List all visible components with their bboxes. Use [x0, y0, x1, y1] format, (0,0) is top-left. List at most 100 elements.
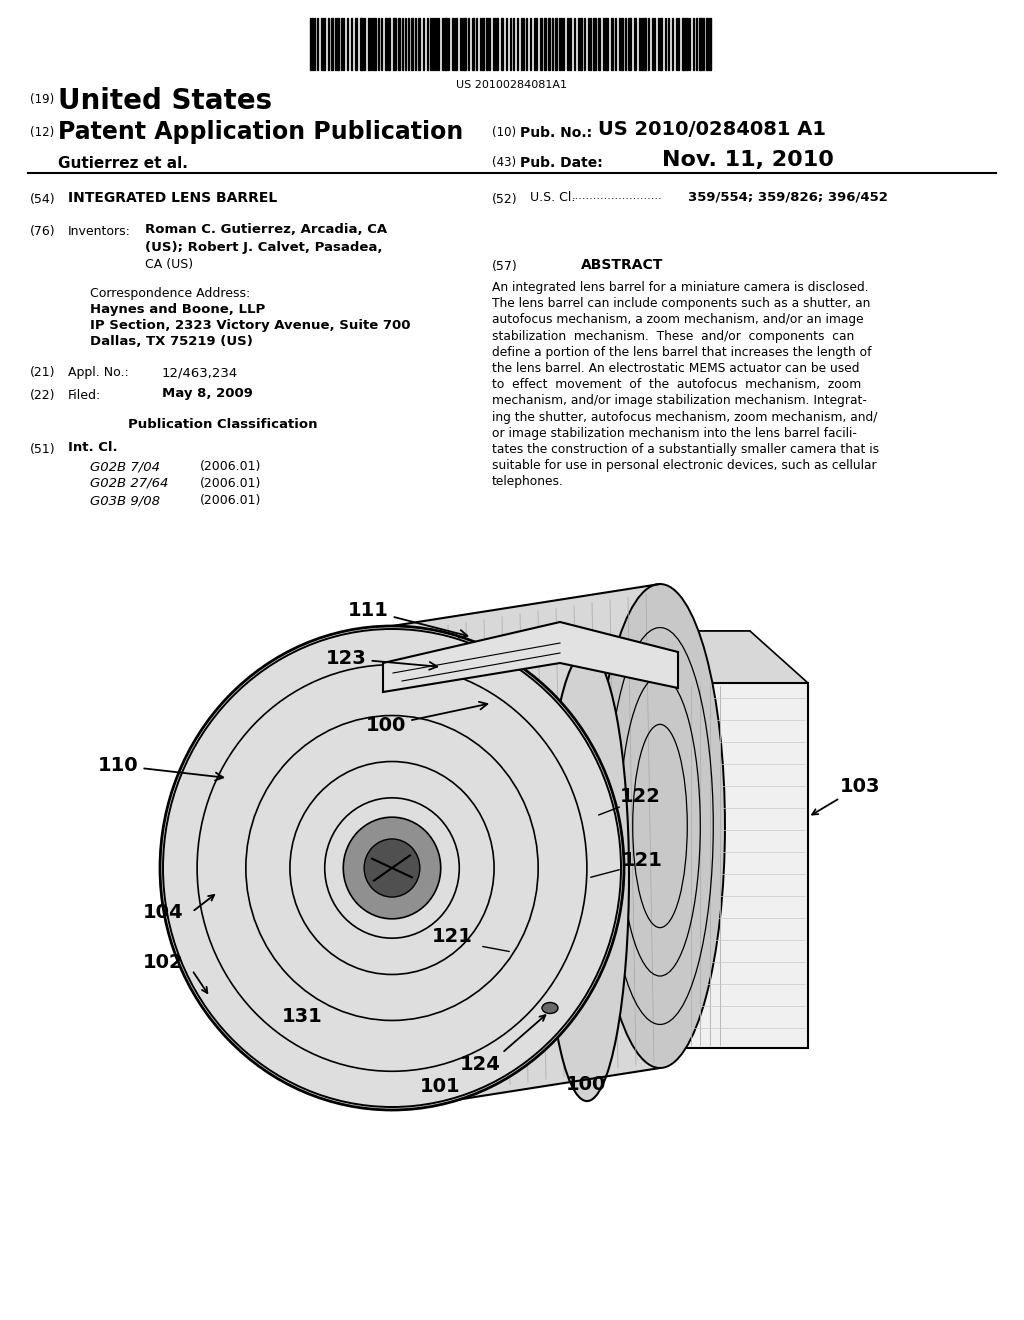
Text: Haynes and Boone, LLP: Haynes and Boone, LLP [90, 304, 265, 315]
Bar [686, 18, 688, 70]
Bar [628, 18, 631, 70]
Text: United States: United States [58, 87, 272, 115]
Text: 104: 104 [143, 903, 183, 921]
Ellipse shape [542, 1002, 558, 1014]
Text: 123: 123 [326, 649, 437, 669]
Text: to  effect  movement  of  the  autofocus  mechanism,  zoom: to effect movement of the autofocus mech… [492, 379, 861, 391]
Text: G03B 9/08: G03B 9/08 [90, 494, 160, 507]
Text: telephones.: telephones. [492, 475, 564, 488]
Text: CA (US): CA (US) [145, 257, 194, 271]
Polygon shape [624, 631, 808, 682]
Text: autofocus mechanism, a zoom mechanism, and/or an image: autofocus mechanism, a zoom mechanism, a… [492, 313, 863, 326]
Text: Filed:: Filed: [68, 389, 101, 403]
Bar [418, 18, 420, 70]
Bar [337, 18, 339, 70]
Bar [398, 18, 400, 70]
Text: 12/463,234: 12/463,234 [162, 366, 239, 379]
Ellipse shape [595, 583, 725, 1068]
Text: US 20100284081A1: US 20100284081A1 [457, 81, 567, 90]
Text: Patent Application Publication: Patent Application Publication [58, 120, 463, 144]
Bar [634, 18, 636, 70]
Text: Publication Classification: Publication Classification [128, 418, 317, 432]
Polygon shape [383, 622, 678, 692]
Bar [388, 18, 390, 70]
Bar [605, 18, 608, 70]
Text: The lens barrel can include components such as a shutter, an: The lens barrel can include components s… [492, 297, 870, 310]
Bar [501, 18, 503, 70]
Bar [385, 18, 387, 70]
Text: 124: 124 [460, 1055, 501, 1074]
Text: Gutierrez et al.: Gutierrez et al. [58, 156, 187, 172]
Bar [593, 18, 596, 70]
Text: Appl. No.:: Appl. No.: [68, 366, 129, 379]
Bar [323, 18, 325, 70]
Text: 101: 101 [420, 1077, 461, 1096]
Text: or image stabilization mechanism into the lens barrel facili-: or image stabilization mechanism into th… [492, 426, 857, 440]
Text: (57): (57) [492, 260, 518, 273]
Text: INTEGRATED LENS BARREL: INTEGRATED LENS BARREL [68, 191, 278, 205]
Text: Int. Cl.: Int. Cl. [68, 441, 118, 454]
Bar [555, 18, 557, 70]
Text: US 2010/0284081 A1: US 2010/0284081 A1 [598, 120, 826, 139]
Text: U.S. Cl.: U.S. Cl. [530, 191, 575, 205]
Text: tates the construction of a substantially smaller camera that is: tates the construction of a substantiall… [492, 444, 880, 455]
Bar [411, 18, 413, 70]
Text: (43): (43) [492, 156, 516, 169]
Text: Pub. Date:: Pub. Date: [520, 156, 603, 170]
Text: stabilization  mechanism.  These  and/or  components  can: stabilization mechanism. These and/or co… [492, 330, 854, 343]
Bar [569, 18, 571, 70]
Text: 102: 102 [143, 953, 183, 973]
Text: ABSTRACT: ABSTRACT [581, 257, 664, 272]
Text: Roman C. Gutierrez, Arcadia, CA: Roman C. Gutierrez, Arcadia, CA [145, 223, 387, 236]
Bar [472, 18, 474, 70]
Text: define a portion of the lens barrel that increases the length of: define a portion of the lens barrel that… [492, 346, 871, 359]
Text: (12): (12) [30, 125, 54, 139]
Text: IP Section, 2323 Victory Avenue, Suite 700: IP Section, 2323 Victory Avenue, Suite 7… [90, 319, 411, 333]
Text: 122: 122 [620, 788, 660, 807]
Text: 100: 100 [566, 1074, 606, 1094]
Bar [331, 18, 333, 70]
Text: (US); Robert J. Calvet, Pasadea,: (US); Robert J. Calvet, Pasadea, [145, 242, 383, 253]
Ellipse shape [343, 817, 440, 919]
Text: 131: 131 [282, 1007, 323, 1026]
Text: Correspondence Address:: Correspondence Address: [90, 286, 250, 300]
Bar [486, 18, 488, 70]
Text: (2006.01): (2006.01) [200, 494, 261, 507]
Polygon shape [682, 682, 808, 1048]
Bar [496, 18, 498, 70]
Text: (19): (19) [30, 92, 54, 106]
Bar [540, 18, 542, 70]
Ellipse shape [160, 626, 624, 1110]
Text: May 8, 2009: May 8, 2009 [162, 387, 253, 400]
Text: 111: 111 [348, 601, 467, 638]
Text: Dallas, TX 75219 (US): Dallas, TX 75219 (US) [90, 335, 253, 348]
Text: (51): (51) [30, 444, 55, 455]
Text: .........................: ......................... [572, 191, 663, 201]
Text: suitable for use in personal electronic devices, such as cellular: suitable for use in personal electronic … [492, 459, 877, 473]
Text: (22): (22) [30, 389, 55, 403]
Text: An integrated lens barrel for a miniature camera is disclosed.: An integrated lens barrel for a miniatur… [492, 281, 868, 294]
Bar [621, 18, 623, 70]
Bar [463, 18, 466, 70]
Text: (2006.01): (2006.01) [200, 459, 261, 473]
Bar [548, 18, 550, 70]
Bar [493, 18, 495, 70]
Text: Nov. 11, 2010: Nov. 11, 2010 [662, 150, 834, 170]
Polygon shape [392, 583, 660, 1110]
Text: 121: 121 [622, 850, 663, 870]
Text: 100: 100 [366, 702, 487, 735]
Text: (54): (54) [30, 193, 55, 206]
Bar [455, 18, 457, 70]
Bar [580, 18, 582, 70]
Bar [544, 18, 546, 70]
Text: (2006.01): (2006.01) [200, 477, 261, 490]
Bar [598, 18, 600, 70]
Text: 121: 121 [432, 928, 473, 946]
Bar [641, 18, 643, 70]
Text: the lens barrel. An electrostatic MEMS actuator can be used: the lens barrel. An electrostatic MEMS a… [492, 362, 859, 375]
Bar [706, 18, 708, 70]
Ellipse shape [365, 840, 420, 898]
Text: G02B 7/04: G02B 7/04 [90, 459, 160, 473]
Text: (10): (10) [492, 125, 516, 139]
Bar [709, 18, 711, 70]
